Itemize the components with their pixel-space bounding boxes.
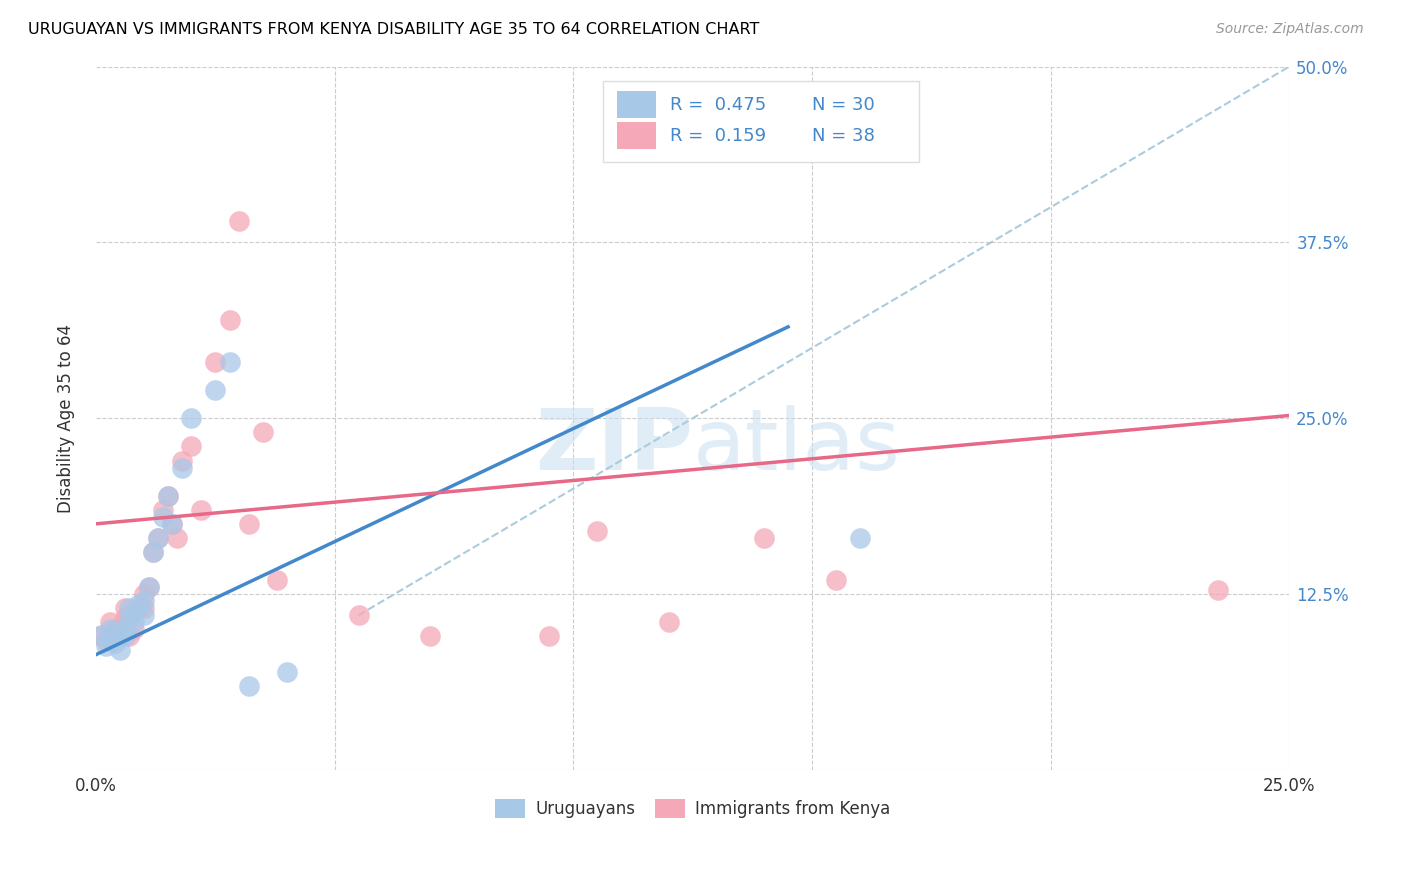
Point xyxy=(658,615,681,630)
Point xyxy=(114,611,136,625)
Point xyxy=(190,502,212,516)
Point xyxy=(108,625,131,640)
Point xyxy=(276,665,298,679)
Point xyxy=(228,214,250,228)
Point xyxy=(104,623,127,637)
Point xyxy=(162,516,184,531)
Point xyxy=(118,601,141,615)
Point xyxy=(146,531,169,545)
Point xyxy=(114,601,136,615)
Point xyxy=(146,531,169,545)
Point xyxy=(586,524,609,538)
Point xyxy=(170,460,193,475)
Point xyxy=(538,629,561,643)
Point xyxy=(180,439,202,453)
Point xyxy=(1206,582,1229,597)
Point xyxy=(108,629,131,643)
Point xyxy=(156,489,179,503)
Point xyxy=(128,597,150,611)
Point xyxy=(142,545,165,559)
Point xyxy=(142,545,165,559)
Point xyxy=(104,625,127,640)
Point xyxy=(848,531,870,545)
Text: ZIP: ZIP xyxy=(534,405,693,488)
Text: atlas: atlas xyxy=(693,405,901,488)
Point xyxy=(156,489,179,503)
Point xyxy=(162,516,184,531)
Point xyxy=(90,628,112,642)
Text: URUGUAYAN VS IMMIGRANTS FROM KENYA DISABILITY AGE 35 TO 64 CORRELATION CHART: URUGUAYAN VS IMMIGRANTS FROM KENYA DISAB… xyxy=(28,22,759,37)
Point xyxy=(238,516,260,531)
Point xyxy=(98,623,121,637)
Point xyxy=(204,383,226,397)
Point xyxy=(218,313,240,327)
Point xyxy=(114,623,136,637)
Point xyxy=(138,580,160,594)
FancyBboxPatch shape xyxy=(617,122,655,149)
Text: N = 30: N = 30 xyxy=(811,95,875,113)
Point xyxy=(419,629,441,643)
Point xyxy=(94,639,117,653)
Text: Source: ZipAtlas.com: Source: ZipAtlas.com xyxy=(1216,22,1364,37)
Point xyxy=(122,606,145,620)
Point xyxy=(98,615,121,630)
Point xyxy=(180,411,202,425)
FancyBboxPatch shape xyxy=(603,80,920,161)
Point xyxy=(122,623,145,637)
Point xyxy=(152,502,174,516)
Text: R =  0.159: R = 0.159 xyxy=(671,127,766,145)
Point xyxy=(122,615,145,630)
Point xyxy=(90,629,112,643)
Point xyxy=(138,580,160,594)
Point xyxy=(118,629,141,643)
Legend: Uruguayans, Immigrants from Kenya: Uruguayans, Immigrants from Kenya xyxy=(488,792,897,825)
Point xyxy=(118,608,141,623)
Point xyxy=(98,628,121,642)
Point xyxy=(218,355,240,369)
Point xyxy=(104,636,127,650)
Point xyxy=(754,531,776,545)
Text: R =  0.475: R = 0.475 xyxy=(671,95,766,113)
Point xyxy=(204,355,226,369)
Point xyxy=(166,531,188,545)
Point xyxy=(266,573,288,587)
Point xyxy=(132,587,155,601)
Point xyxy=(170,453,193,467)
Point xyxy=(114,629,136,643)
Y-axis label: Disability Age 35 to 64: Disability Age 35 to 64 xyxy=(58,324,75,513)
Point xyxy=(118,611,141,625)
Point xyxy=(98,632,121,647)
Text: N = 38: N = 38 xyxy=(811,127,875,145)
Point xyxy=(238,679,260,693)
Point xyxy=(824,573,846,587)
Point xyxy=(132,594,155,608)
Point xyxy=(252,425,274,440)
Point xyxy=(152,509,174,524)
FancyBboxPatch shape xyxy=(617,91,655,118)
Point xyxy=(347,608,370,623)
Point xyxy=(94,633,117,648)
Point xyxy=(108,643,131,657)
Point xyxy=(128,601,150,615)
Point xyxy=(132,608,155,623)
Point xyxy=(132,601,155,615)
